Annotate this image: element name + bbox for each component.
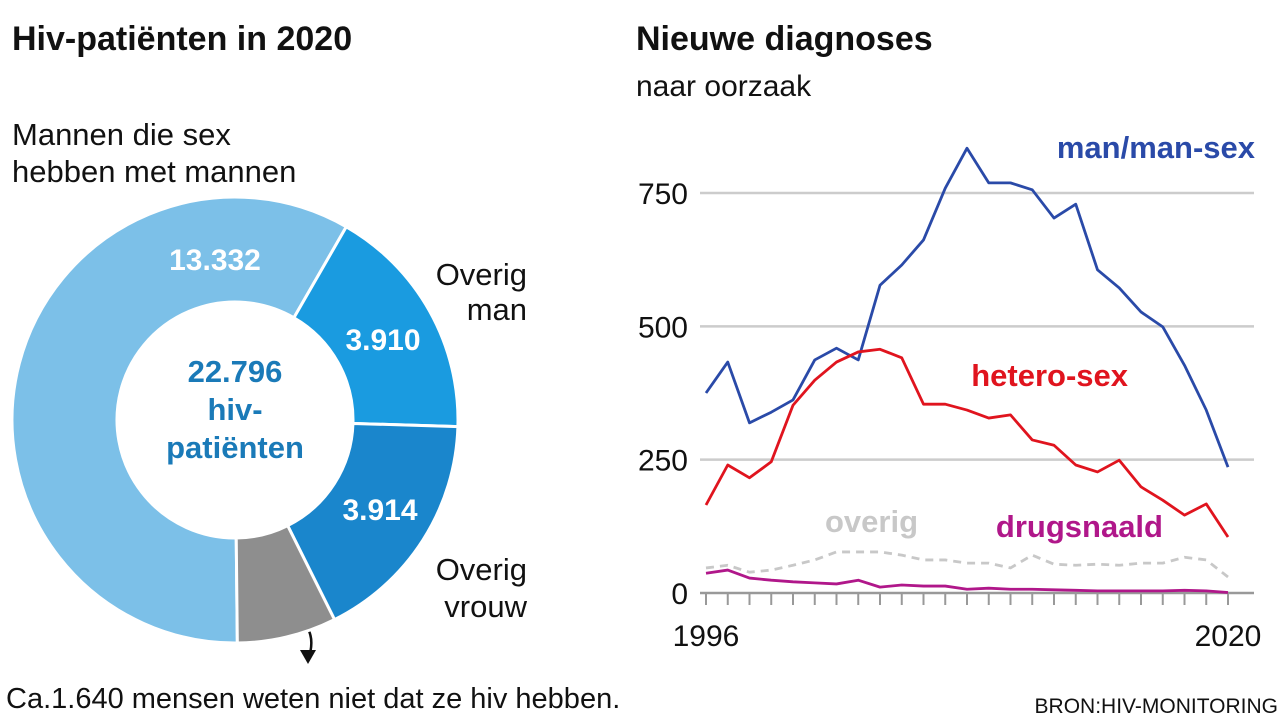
y-tick-label: 750 [638, 178, 688, 211]
line-series [705, 568, 1229, 594]
source: BRON:HIV-MONITORING [1035, 695, 1278, 718]
y-tick-label: 250 [638, 445, 688, 478]
series-label: overig [825, 504, 918, 539]
donut-slice [10, 195, 349, 645]
x-tick-label: 2020 [1195, 620, 1262, 653]
category-label: Overig vrouw [436, 552, 528, 624]
donut-title: Hiv-patiënten in 2020 [12, 20, 352, 58]
value-label: 3.914 [342, 494, 417, 527]
value-label: 3.910 [345, 324, 420, 357]
line-series [705, 550, 1229, 579]
line-series [704, 347, 1230, 538]
donut-slice [291, 224, 460, 429]
center-label: hiv- [207, 392, 262, 427]
category-label: Mannen die sex hebben met mannen [12, 117, 296, 189]
y-tick-label: 0 [671, 578, 688, 611]
line-subtitle: naar oorzaak [636, 70, 812, 103]
center-label: patiënten [166, 430, 304, 465]
donut-slice [285, 421, 460, 622]
arrow-head [300, 650, 316, 664]
category-label: Overig man [436, 257, 527, 327]
line-title: Nieuwe diagnoses [636, 20, 933, 58]
note: Ca.1.640 mensen weten niet dat ze hiv he… [6, 683, 620, 715]
series-label: man/man-sex [1057, 130, 1256, 165]
series-label: hetero-sex [971, 358, 1129, 393]
x-tick-label: 1996 [673, 620, 740, 653]
series-label: drugsnaald [996, 509, 1163, 544]
y-tick-label: 500 [638, 311, 688, 344]
donut-slice [234, 523, 337, 645]
value-label: 13.332 [169, 244, 261, 277]
line-series [704, 146, 1230, 468]
center-label: 22.796 [188, 354, 283, 389]
